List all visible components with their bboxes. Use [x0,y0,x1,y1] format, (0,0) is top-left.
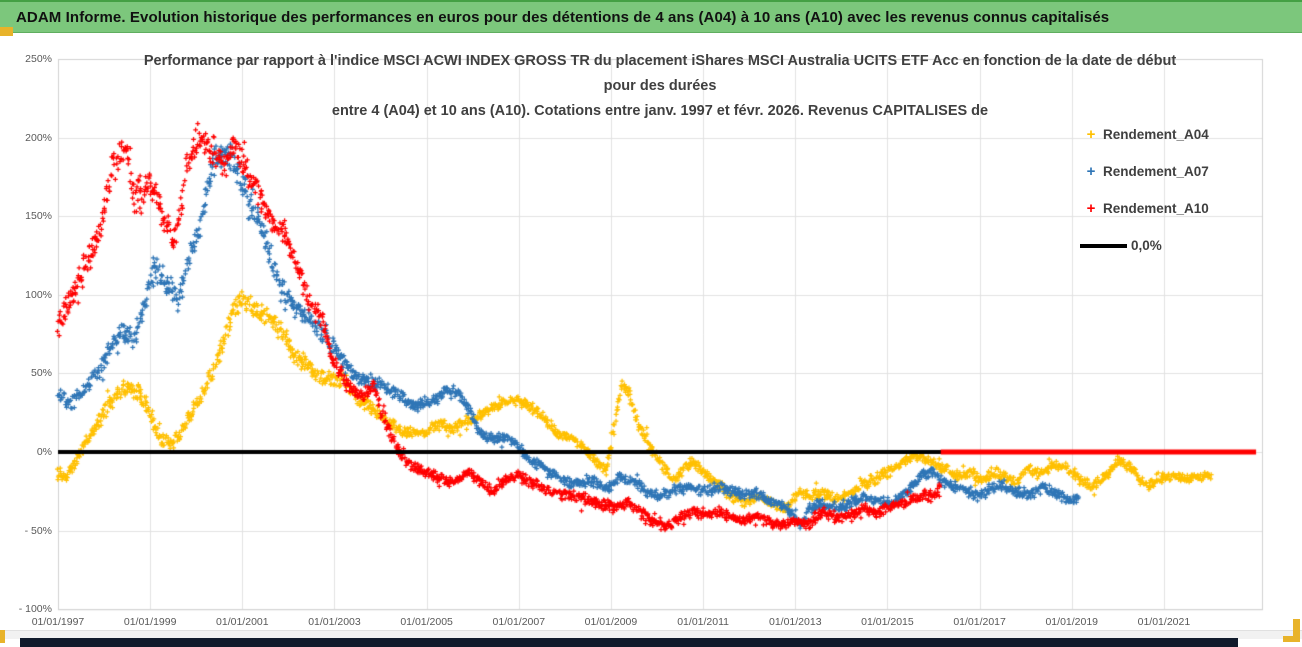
x-tick-label: 01/01/2019 [1045,616,1099,628]
x-tick-label: 01/01/2001 [216,616,269,628]
legend-item-rendement-a07[interactable]: + Rendement_A07 [1080,153,1290,190]
x-tick-label: 01/01/2003 [308,616,361,628]
plus-marker-icon: + [1086,125,1096,143]
gold-handle-bottom-right-horizontal [1283,636,1300,642]
y-tick-label: - 100% [18,603,52,616]
y-tick-label: 0% [36,446,52,458]
bottom-gray-strip [0,630,1302,639]
x-tick-label: 01/01/1997 [31,616,85,628]
x-tick-label: 01/01/2011 [677,616,729,628]
plus-marker-icon: + [1086,162,1096,180]
chart-legend: + Rendement_A04 + Rendement_A07 + Rendem… [1080,116,1290,264]
horizontal-scrollbar[interactable] [20,638,1238,647]
x-tick-label: 01/01/2007 [492,616,546,628]
gold-handle-bottom-right-vertical [1293,619,1300,642]
zero-line-swatch [1080,243,1127,248]
x-tick-label: 01/01/2015 [861,616,914,628]
legend-item-zero-line[interactable]: 0,0% [1080,227,1290,264]
y-tick-label: 150% [25,210,52,223]
legend-item-rendement-a04[interactable]: + Rendement_A04 [1080,116,1290,153]
x-tick-label: 01/01/2013 [768,616,822,628]
legend-item-rendement-a10[interactable]: + Rendement_A10 [1080,190,1290,227]
y-tick-label: - 50% [24,524,52,537]
gold-handle-bottom-left [0,630,5,643]
legend-label: Rendement_A07 [1103,164,1209,179]
legend-label: Rendement_A10 [1103,201,1209,216]
x-tick-label: 01/01/2005 [400,616,453,628]
legend-label: Rendement_A04 [1103,127,1209,142]
x-tick-label: 01/01/2009 [584,616,638,628]
x-tick-label: 01/01/2021 [1137,616,1191,628]
y-tick-label: 100% [25,288,52,301]
y-tick-label: 50% [30,367,52,380]
x-tick-label: 01/01/2017 [953,616,1006,628]
x-tick-label: 01/01/1999 [123,616,177,628]
y-tick-label: 250% [25,53,52,65]
legend-label: 0,0% [1131,238,1162,253]
y-tick-label: 200% [25,131,52,144]
plus-marker-icon: + [1086,199,1096,217]
